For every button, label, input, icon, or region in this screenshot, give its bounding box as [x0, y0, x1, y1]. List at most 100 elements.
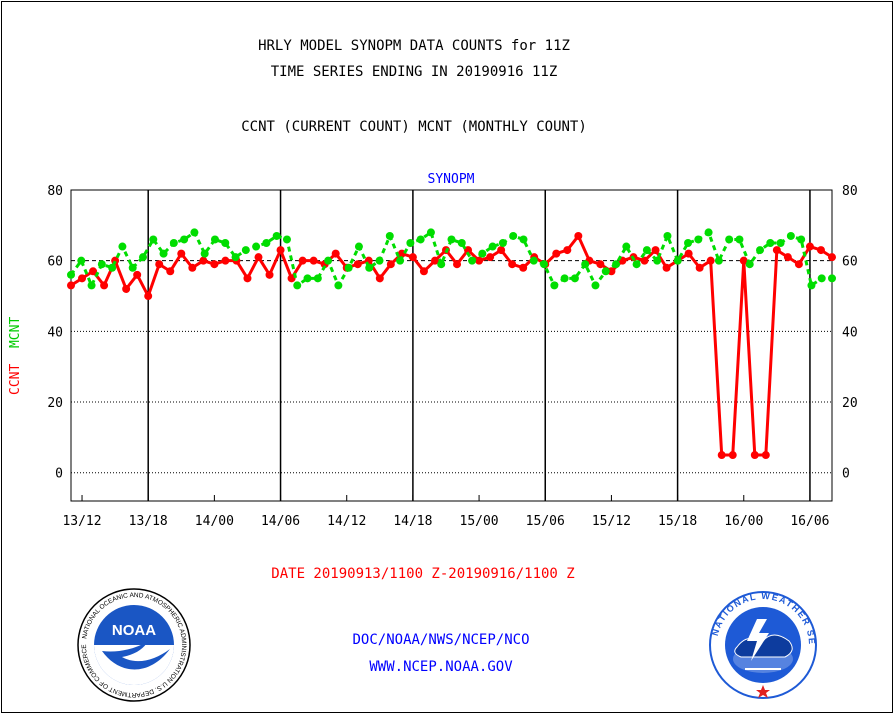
point-ccnt-44 — [552, 249, 561, 258]
x-tick-label-9: 15/18 — [658, 514, 697, 529]
point-mcnt-44 — [519, 235, 528, 244]
x-tick-label-3: 14/06 — [261, 514, 300, 529]
point-mcnt-47 — [550, 281, 559, 290]
point-mcnt-54 — [622, 242, 631, 251]
x-tick-label-1: 13/18 — [129, 514, 168, 529]
point-mcnt-59 — [673, 256, 682, 265]
point-ccnt-45 — [563, 246, 572, 255]
point-ccnt-9 — [166, 267, 175, 276]
x-tick-label-7: 15/06 — [526, 514, 565, 529]
url-line[interactable]: WWW.NCEP.NOAA.GOV — [369, 659, 513, 675]
point-mcnt-16 — [231, 253, 240, 262]
point-mcnt-58 — [663, 231, 672, 240]
point-ccnt-21 — [298, 256, 307, 265]
point-mcnt-27 — [344, 263, 353, 272]
point-mcnt-53 — [612, 260, 621, 269]
point-ccnt-28 — [375, 274, 384, 283]
point-ccnt-1 — [78, 274, 87, 283]
point-mcnt-61 — [694, 235, 703, 244]
point-mcnt-26 — [334, 281, 343, 290]
point-mcnt-0 — [67, 270, 75, 279]
point-ccnt-54 — [662, 263, 671, 272]
point-mcnt-17 — [241, 246, 250, 255]
point-mcnt-24 — [313, 274, 322, 283]
noaa-logo: NOAA NATIONAL OCEANIC AND ATMOSPHERIC AD… — [77, 588, 191, 702]
point-mcnt-19 — [262, 239, 271, 248]
point-ccnt-32 — [419, 267, 428, 276]
point-ccnt-0 — [67, 281, 75, 290]
point-mcnt-37 — [447, 235, 456, 244]
point-ccnt-16 — [243, 274, 252, 283]
point-mcnt-13 — [200, 249, 209, 258]
point-ccnt-40 — [508, 260, 517, 269]
point-ccnt-26 — [353, 260, 362, 269]
point-mcnt-34 — [416, 235, 425, 244]
plot-area — [70, 189, 833, 502]
point-mcnt-62 — [704, 228, 713, 237]
point-mcnt-20 — [272, 231, 281, 240]
point-ccnt-69 — [828, 253, 836, 262]
chart-title: SYNOPM — [427, 172, 475, 187]
subtitle: CCNT (CURRENT COUNT) MCNT (MONTHLY COUNT… — [241, 119, 587, 135]
point-mcnt-71 — [797, 235, 806, 244]
point-mcnt-74 — [828, 274, 836, 283]
point-ccnt-7 — [144, 292, 153, 301]
point-mcnt-23 — [303, 274, 312, 283]
agency-line[interactable]: DOC/NOAA/NWS/NCEP/NCO — [352, 632, 530, 648]
y-tick-left-40: 40 — [47, 325, 63, 340]
point-mcnt-31 — [385, 231, 394, 240]
point-mcnt-2 — [87, 281, 96, 290]
point-mcnt-8 — [149, 235, 158, 244]
point-ccnt-63 — [761, 451, 770, 460]
point-mcnt-40 — [478, 249, 487, 258]
y-tick-right-20: 20 — [842, 396, 858, 411]
point-mcnt-15 — [221, 239, 230, 248]
point-mcnt-70 — [786, 231, 795, 240]
point-ccnt-59 — [717, 451, 726, 460]
y-tick-right-60: 60 — [842, 255, 858, 270]
point-ccnt-41 — [519, 263, 528, 272]
point-mcnt-43 — [509, 231, 518, 240]
point-mcnt-52 — [601, 267, 610, 276]
point-ccnt-53 — [651, 246, 660, 255]
point-mcnt-67 — [756, 246, 765, 255]
point-ccnt-52 — [640, 256, 649, 265]
point-ccnt-37 — [475, 256, 484, 265]
point-ccnt-48 — [596, 260, 605, 269]
point-mcnt-10 — [169, 239, 178, 248]
x-tick-label-11: 16/06 — [790, 514, 829, 529]
point-mcnt-41 — [488, 242, 497, 251]
point-mcnt-39 — [468, 256, 477, 265]
noaa-logo-text: NOAA — [112, 622, 156, 639]
point-mcnt-49 — [570, 274, 579, 283]
point-mcnt-6 — [128, 263, 137, 272]
point-mcnt-69 — [776, 239, 785, 248]
y-tick-left-60: 60 — [47, 255, 63, 270]
point-mcnt-42 — [498, 239, 507, 248]
point-mcnt-50 — [581, 260, 590, 269]
point-mcnt-32 — [396, 256, 405, 265]
point-ccnt-46 — [574, 231, 583, 240]
point-mcnt-22 — [293, 281, 302, 290]
point-mcnt-9 — [159, 249, 168, 258]
point-mcnt-21 — [282, 235, 291, 244]
nws-logo: NATIONAL WEATHER SERVICE — [707, 589, 817, 699]
point-ccnt-57 — [695, 263, 704, 272]
point-ccnt-31 — [408, 253, 417, 262]
point-mcnt-56 — [642, 246, 651, 255]
point-mcnt-68 — [766, 239, 775, 248]
y-tick-right-80: 80 — [842, 184, 858, 199]
point-mcnt-66 — [745, 260, 754, 269]
point-ccnt-67 — [805, 242, 814, 251]
point-ccnt-49 — [607, 267, 616, 276]
point-mcnt-14 — [210, 235, 219, 244]
title-line-1: HRLY MODEL SYNOPM DATA COUNTS for 11Z — [258, 38, 570, 54]
point-ccnt-35 — [453, 260, 462, 269]
point-ccnt-10 — [177, 249, 186, 258]
point-ccnt-3 — [100, 281, 109, 290]
point-ccnt-64 — [772, 246, 781, 255]
point-mcnt-30 — [375, 256, 384, 265]
x-tick-label-0: 13/12 — [62, 514, 101, 529]
point-mcnt-12 — [190, 228, 199, 237]
